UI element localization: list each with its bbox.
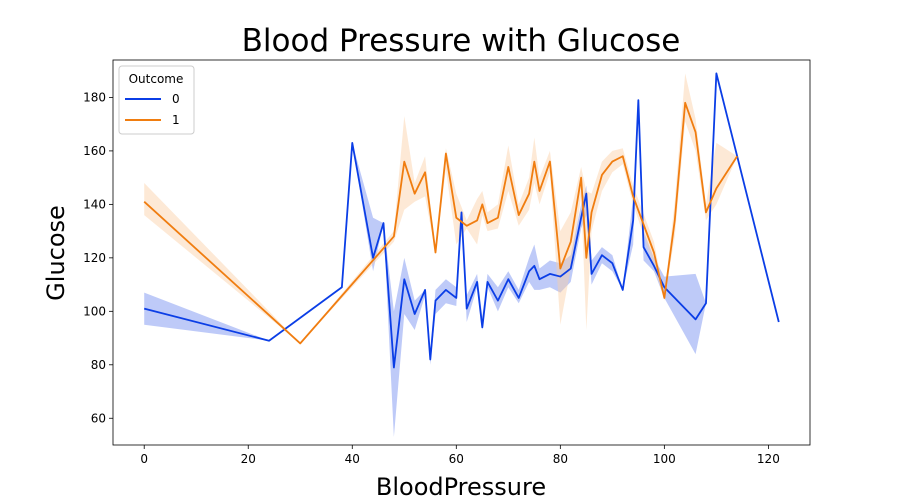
- plot-area: [112, 59, 811, 446]
- x-tick-label: 20: [241, 452, 256, 466]
- plot-frame: [112, 59, 811, 446]
- x-tick-label: 120: [757, 452, 780, 466]
- series-line-outcome-1: [143, 101, 738, 345]
- y-tick-label: 120: [83, 251, 106, 265]
- x-axis-label: BloodPressure: [376, 473, 546, 500]
- chart-title: Blood Pressure with Glucose: [242, 23, 681, 59]
- y-tick-label: 180: [83, 90, 106, 104]
- y-axis-label: Glucose: [42, 205, 70, 301]
- y-tick-label: 80: [91, 358, 106, 372]
- legend: Outcome 0 1: [118, 65, 195, 135]
- legend-label-outcome-0: 0: [172, 92, 180, 106]
- y-tick-label: 160: [83, 144, 106, 158]
- legend-title: Outcome: [129, 72, 184, 86]
- x-axis: 0 20 40 60 80 100 120: [140, 445, 780, 466]
- x-tick-label: 80: [553, 452, 568, 466]
- x-tick-label: 100: [653, 452, 676, 466]
- y-tick-label: 60: [91, 411, 106, 425]
- y-tick-label: 100: [83, 304, 106, 318]
- confidence-band-outcome-0: [144, 73, 779, 437]
- y-tick-label: 140: [83, 197, 106, 211]
- series-line-outcome-0: [143, 72, 780, 369]
- x-tick-label: 60: [449, 452, 464, 466]
- x-tick-label: 40: [345, 452, 360, 466]
- x-tick-label: 0: [140, 452, 148, 466]
- legend-label-outcome-1: 1: [172, 113, 180, 127]
- y-axis: 60 80 100 120 140 160 180: [83, 90, 113, 425]
